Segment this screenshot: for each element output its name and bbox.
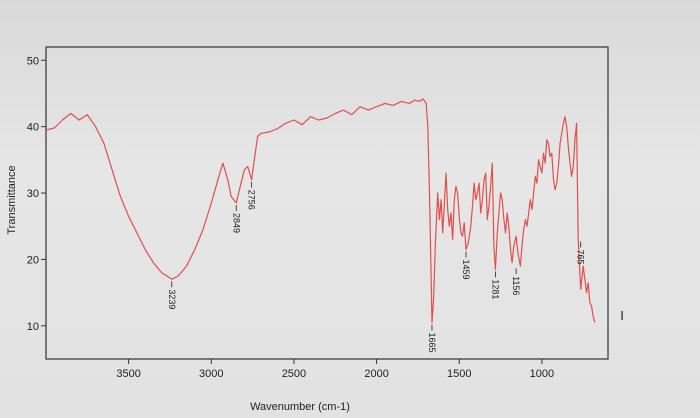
peak-label: 1665 <box>427 332 437 352</box>
y-axis: 50 40 30 20 10 <box>27 55 46 333</box>
x-tick-label: 1500 <box>447 368 471 380</box>
y-tick-label: 10 <box>27 321 39 333</box>
y-tick-label: 30 <box>27 188 39 200</box>
peak-annotations: 3239 2849 2756 1665 1459 1281 1156 765 <box>167 181 586 353</box>
side-cursor-mark: I <box>620 308 624 323</box>
peak-annotation: 765 <box>576 241 586 265</box>
peak-annotation: 1665 <box>427 324 437 353</box>
peak-annotation: 2849 <box>231 205 241 233</box>
y-tick-label: 40 <box>27 122 39 134</box>
peak-label: 1281 <box>490 279 500 299</box>
peak-label: 2849 <box>231 213 241 233</box>
peak-label: 3239 <box>167 289 177 309</box>
y-tick-label: 50 <box>27 55 39 67</box>
peak-annotation: 1459 <box>461 251 471 279</box>
x-tick-label: 3500 <box>116 368 140 380</box>
peak-annotation: 2756 <box>247 181 257 210</box>
plot-frame <box>45 46 609 360</box>
x-tick-label: 1000 <box>530 368 554 380</box>
y-axis-title: Transmittance <box>6 165 18 234</box>
peak-label: 2756 <box>247 190 257 210</box>
x-axis-title: Wavenumber (cm-1) <box>250 401 350 413</box>
spectrum-series-line <box>45 98 596 324</box>
peak-annotation: 3239 <box>167 281 177 309</box>
peak-label: 1156 <box>511 276 521 295</box>
peak-label: 1459 <box>461 259 471 279</box>
x-tick-label: 2500 <box>282 368 306 380</box>
x-tick-label: 3000 <box>199 368 223 380</box>
y-tick-label: 20 <box>27 254 39 266</box>
peak-annotation: 1156 <box>511 268 521 295</box>
peak-annotation: 1281 <box>490 271 500 299</box>
peak-label: 765 <box>576 250 586 265</box>
x-axis: 3500 3000 2500 2000 1500 1000 <box>116 359 554 380</box>
x-tick-label: 2000 <box>364 368 388 380</box>
